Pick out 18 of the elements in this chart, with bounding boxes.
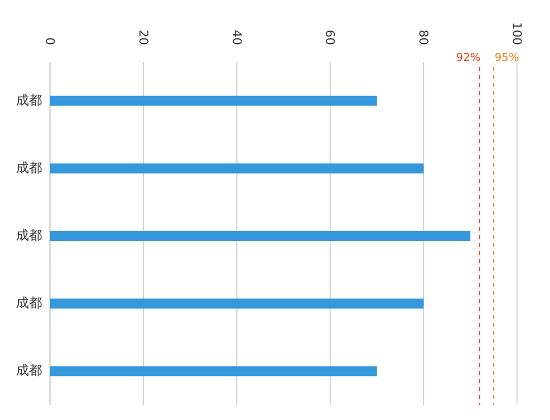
x-tick-label: 40 [230, 30, 244, 45]
ref-line-label: 95% [494, 51, 520, 64]
bar [50, 231, 470, 241]
bar [50, 163, 424, 174]
y-tick-label: 成都 [16, 364, 42, 379]
x-tick-label: 80 [416, 30, 431, 45]
bar [50, 298, 424, 309]
bar [50, 96, 377, 106]
x-tick-label: 100 [510, 22, 524, 45]
y-tick-label: 成都 [16, 228, 42, 244]
x-tick-label: 0 [43, 37, 57, 45]
bar [50, 366, 377, 376]
ref-line-label: 92% [456, 51, 481, 64]
y-tick-label: 成都 [16, 296, 42, 312]
y-tick-label: 成都 [16, 160, 42, 176]
y-tick-label: 成都 [16, 93, 42, 108]
x-tick-label: 60 [323, 30, 338, 45]
x-tick-label: 20 [136, 30, 150, 45]
